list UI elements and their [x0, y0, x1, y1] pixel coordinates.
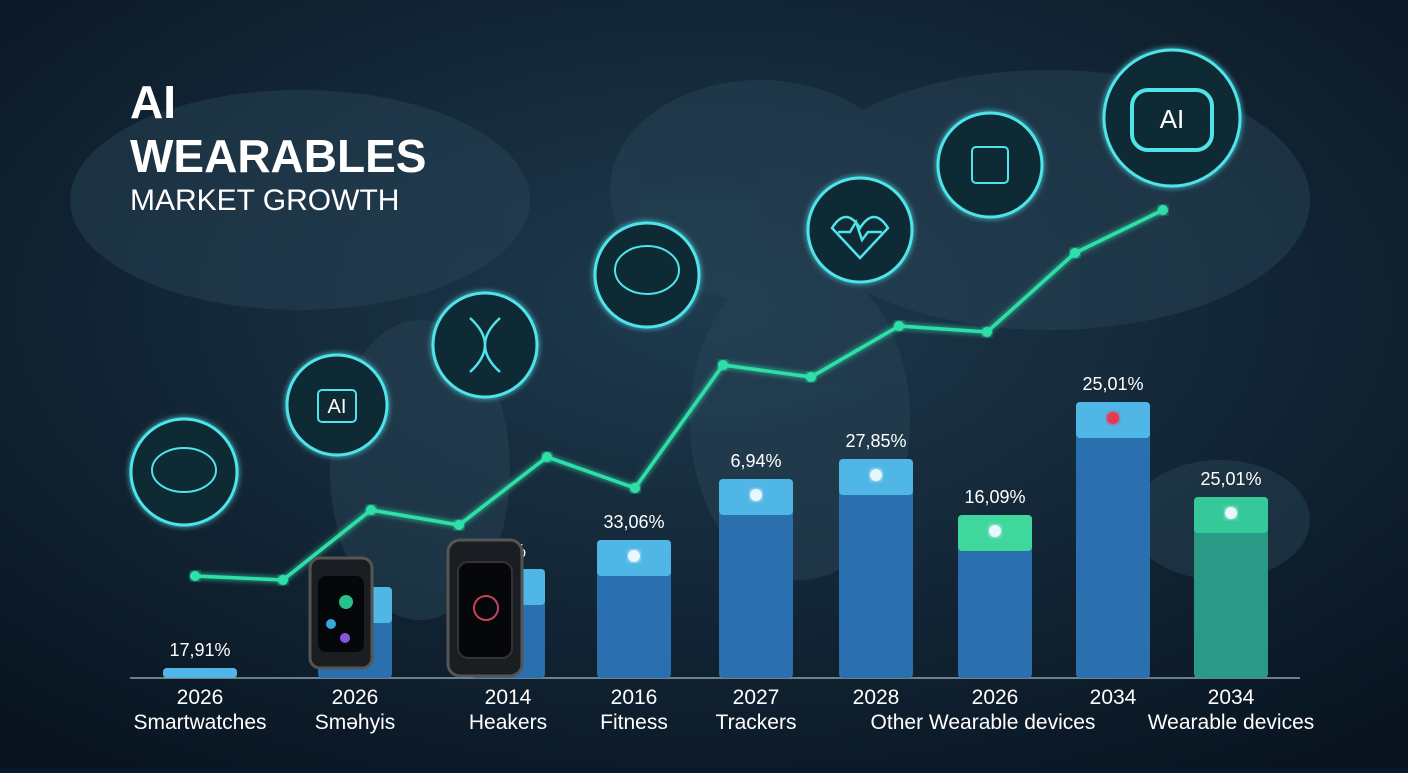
trend-point: [542, 452, 552, 462]
trend-point: [190, 571, 200, 581]
x-tick-label: 2034: [1090, 686, 1137, 709]
smartwatches: [308, 538, 524, 678]
bar-dot: [989, 525, 1001, 537]
x-tick-label: 2027: [733, 686, 780, 709]
bar-annotation: 27,85%: [845, 431, 906, 451]
icon-label: AI: [328, 396, 347, 418]
bar: [1076, 402, 1150, 678]
trend-point: [894, 321, 904, 331]
icon-label: AI: [1160, 104, 1185, 134]
category-name: Sməhyis: [315, 711, 396, 734]
bar-annotation: 17,91%: [169, 640, 230, 660]
category-name: Other Wearable devices: [871, 711, 1096, 734]
category-name: Smartwatches: [133, 711, 266, 734]
category-name: Trackers: [716, 711, 797, 734]
trend-point: [982, 327, 992, 337]
bar-annotation: 33,06%: [603, 512, 664, 532]
bar-annotation: 25,01%: [1082, 374, 1143, 394]
trend-point: [454, 520, 464, 530]
trend-point: [1070, 248, 1080, 258]
bar: [719, 479, 793, 678]
bar-annotation: 6,94%: [730, 451, 781, 471]
x-tick-label: 2026: [972, 686, 1019, 709]
title-line: WEARABLES: [130, 130, 426, 182]
bar-dot: [1107, 412, 1119, 424]
category-name: Wearable devices: [1148, 711, 1315, 734]
trend-point: [630, 483, 640, 493]
bar-cap: [163, 668, 237, 678]
bar-dot: [750, 489, 762, 501]
trend-point: [718, 360, 728, 370]
bar-dot: [1225, 507, 1237, 519]
x-tick-label: 2014: [485, 686, 532, 709]
bar-dot: [628, 550, 640, 562]
bar: [958, 515, 1032, 678]
bar-annotation: 16,09%: [964, 487, 1025, 507]
title-line: AI: [130, 76, 176, 128]
x-tick-label: 2016: [611, 686, 658, 709]
trend-line: [194, 208, 1164, 582]
trend-point: [1158, 205, 1168, 215]
trend-point: [366, 505, 376, 515]
x-tick-label: 2028: [853, 686, 900, 709]
x-tick-label: 2034: [1208, 686, 1255, 709]
bar: [1194, 497, 1268, 678]
x-tick-label: 2026: [332, 686, 379, 709]
trend-point: [806, 372, 816, 382]
subtitle: MARKET GROWTH: [130, 184, 399, 217]
x-tick-label: 2026: [177, 686, 224, 709]
bar: [839, 459, 913, 678]
category-name: Fitness: [600, 711, 668, 734]
bar-dot: [870, 469, 882, 481]
trend-point: [278, 575, 288, 585]
category-name: Heakers: [469, 711, 547, 734]
icon-rings: [129, 48, 1242, 527]
bar-annotation: 25,01%: [1200, 469, 1261, 489]
